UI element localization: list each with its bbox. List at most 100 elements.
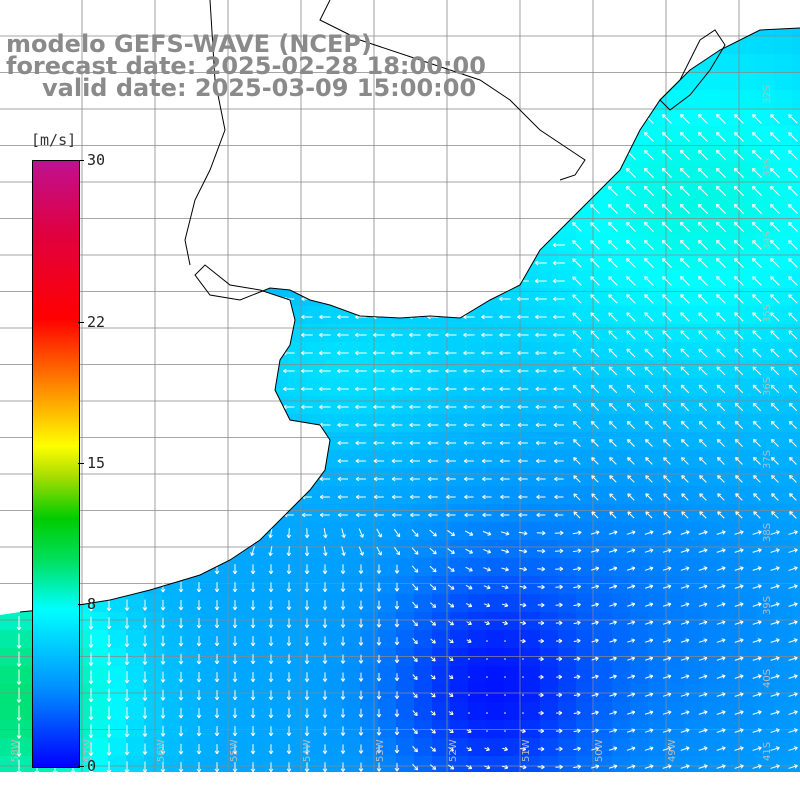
field-cell <box>738 702 757 721</box>
wind-arrow <box>391 386 403 392</box>
field-cell <box>684 576 703 595</box>
wind-arrow <box>481 332 493 338</box>
wind-arrow <box>554 530 564 536</box>
wind-arrow <box>268 546 273 557</box>
wind-arrow <box>788 420 798 430</box>
field-cell <box>612 342 631 361</box>
wind-arrow <box>680 548 690 553</box>
colorbar-tick-mark <box>78 604 84 606</box>
wind-arrow <box>517 314 529 320</box>
wind-arrow <box>301 332 313 338</box>
field-cell <box>576 648 595 667</box>
field-cell <box>324 648 343 667</box>
wind-arrow <box>501 549 510 554</box>
field-cell <box>630 756 649 775</box>
field-cell <box>612 306 631 325</box>
wind-arrow <box>499 386 511 392</box>
field-cell <box>684 540 703 559</box>
field-cell <box>234 684 253 703</box>
field-cell <box>792 90 800 109</box>
field-cell <box>324 450 343 469</box>
wind-arrow <box>681 457 689 465</box>
field-cell <box>468 612 487 631</box>
field-cell <box>486 486 505 505</box>
wind-arrow <box>318 350 331 356</box>
field-cell <box>630 594 649 613</box>
wind-arrow <box>319 332 331 338</box>
lon-label: 55W <box>229 739 240 762</box>
field-cell <box>558 306 577 325</box>
field-cell <box>450 504 469 523</box>
wind-arrow <box>429 565 437 573</box>
wind-arrow <box>504 676 506 678</box>
field-cell <box>630 738 649 757</box>
wind-arrow <box>553 332 565 338</box>
field-cell <box>378 684 397 703</box>
field-cell <box>576 612 595 631</box>
wind-arrow <box>572 258 582 268</box>
wind-arrow <box>573 439 581 447</box>
field-cell <box>648 468 667 487</box>
field-cell <box>540 342 559 361</box>
wind-arrow <box>627 511 635 519</box>
field-cell <box>630 540 649 559</box>
field-cell <box>162 612 181 631</box>
field-cell <box>720 594 739 613</box>
field-cell <box>486 558 505 577</box>
wind-arrow <box>715 203 727 215</box>
field-cell <box>774 234 793 253</box>
field-cell <box>396 540 415 559</box>
colorbar <box>32 160 80 768</box>
wind-arrow <box>286 546 292 557</box>
wind-arrow <box>751 221 762 232</box>
field-cell <box>666 540 685 559</box>
wind-arrow <box>337 404 349 410</box>
field-cell <box>612 270 631 289</box>
wind-arrow <box>337 494 348 500</box>
field-cell <box>324 342 343 361</box>
field-cell <box>720 162 739 181</box>
wind-arrow <box>716 312 726 322</box>
field-cell <box>756 666 775 685</box>
wind-arrow <box>663 457 671 465</box>
field-cell <box>414 324 433 343</box>
wind-arrow <box>481 386 493 392</box>
wind-arrow <box>699 511 707 519</box>
field-cell <box>432 540 451 559</box>
field-cell <box>576 540 595 559</box>
field-cell <box>666 666 685 685</box>
field-cell <box>450 540 469 559</box>
field-cell <box>666 468 685 487</box>
field-cell <box>252 684 271 703</box>
field-cell <box>504 702 523 721</box>
wind-arrow <box>608 420 617 429</box>
field-cell <box>468 522 487 541</box>
wind-arrow <box>751 149 762 160</box>
field-cell <box>306 504 325 523</box>
field-cell <box>666 306 685 325</box>
wind-arrow <box>300 368 313 374</box>
wind-arrow <box>716 276 726 286</box>
field-cell <box>612 234 631 253</box>
field-cell <box>576 522 595 541</box>
field-cell <box>504 558 523 577</box>
field-cell <box>324 666 343 685</box>
field-cell <box>324 756 343 775</box>
wind-arrow <box>553 440 564 446</box>
field-cell <box>414 630 433 649</box>
wind-arrow <box>662 348 672 358</box>
wind-arrow <box>319 386 331 392</box>
field-cell <box>738 108 757 127</box>
field-cell <box>612 702 631 721</box>
field-cell <box>486 432 505 451</box>
wind-arrow <box>394 547 401 556</box>
wind-arrow <box>643 149 654 160</box>
wind-arrow <box>517 332 529 338</box>
field-cell <box>594 702 613 721</box>
wind-arrow <box>463 440 475 446</box>
field-cell <box>198 702 217 721</box>
field-cell <box>180 594 199 613</box>
wind-arrow <box>752 276 762 286</box>
field-cell <box>792 288 800 307</box>
field-cell <box>0 738 19 757</box>
